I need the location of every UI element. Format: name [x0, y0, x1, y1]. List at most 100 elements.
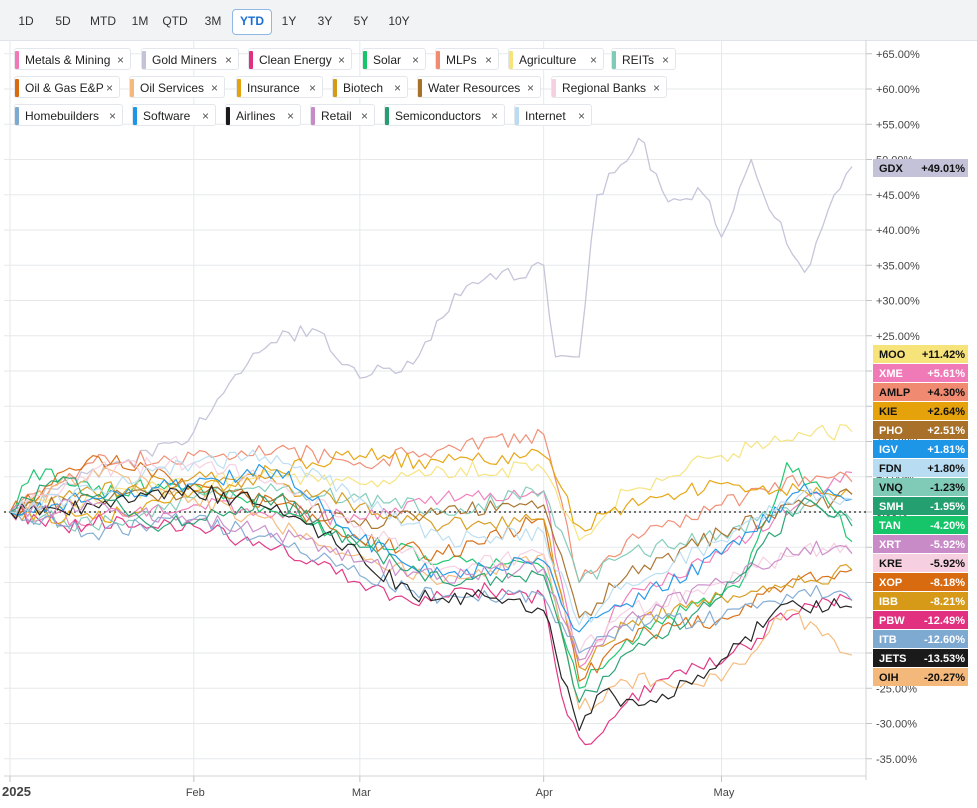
series-line-ibb	[9, 471, 853, 671]
legend-chip-oil-and-gas-eandp[interactable]: Oil & Gas E&P ×	[14, 76, 120, 98]
range-button-3y[interactable]: 3Y	[317, 14, 333, 28]
range-button-3m[interactable]: 3M	[204, 14, 222, 28]
remove-series-icon[interactable]: ×	[393, 81, 401, 95]
series-line-amlp	[9, 428, 853, 584]
value-label-ticker: ITB	[879, 634, 897, 646]
x-tick-label: May	[714, 787, 735, 799]
legend-chip-clean-energy[interactable]: Clean Energy ×	[248, 48, 352, 70]
legend-chip-agriculture[interactable]: Agriculture ×	[508, 48, 604, 70]
range-button-ytd[interactable]: YTD	[232, 9, 272, 35]
legend-chip-regional-banks[interactable]: Regional Banks ×	[551, 76, 667, 98]
legend-chip-solar[interactable]: Solar ×	[362, 48, 426, 70]
remove-series-icon[interactable]: ×	[652, 81, 660, 95]
legend-chip-oil-services[interactable]: Oil Services ×	[129, 76, 225, 98]
legend-label: MLPs	[446, 53, 477, 67]
remove-series-icon[interactable]: ×	[105, 81, 113, 95]
legend-chip-metals-and-mining[interactable]: Metals & Mining ×	[14, 48, 131, 70]
y-tick-label: +30.00%	[876, 296, 920, 308]
value-label-value: +1.80%	[927, 463, 965, 475]
value-label-bg-kie	[873, 402, 968, 420]
legend-label: Agriculture	[519, 53, 577, 67]
legend-label: Homebuilders	[25, 109, 100, 123]
legend-swatch	[612, 51, 616, 69]
legend-chip-insurance[interactable]: Insurance ×	[236, 76, 323, 98]
remove-series-icon[interactable]: ×	[337, 53, 345, 67]
range-button-5y[interactable]: 5Y	[353, 14, 369, 28]
series-line-kre	[9, 455, 853, 654]
range-button-1m[interactable]: 1M	[131, 14, 149, 28]
value-label-value: -8.18%	[930, 577, 965, 589]
remove-series-icon[interactable]: ×	[411, 53, 419, 67]
legend-label: Regional Banks	[562, 81, 647, 95]
range-button-qtd[interactable]: QTD	[162, 14, 188, 28]
remove-series-icon[interactable]: ×	[661, 53, 669, 67]
legend-chip-software[interactable]: Software ×	[132, 104, 216, 126]
series-line-gdx	[9, 137, 853, 513]
legend-swatch	[130, 79, 134, 97]
remove-series-icon[interactable]: ×	[286, 109, 294, 123]
legend-chip-biotech[interactable]: Biotech ×	[332, 76, 408, 98]
range-button-5d[interactable]: 5D	[55, 14, 71, 28]
legend-chip-semiconductors[interactable]: Semiconductors ×	[384, 104, 505, 126]
legend-label: REITs	[622, 53, 655, 67]
remove-series-icon[interactable]: ×	[201, 109, 209, 123]
remove-series-icon[interactable]: ×	[484, 53, 492, 67]
legend-chip-internet[interactable]: Internet ×	[514, 104, 592, 126]
legend-swatch	[226, 107, 230, 125]
series-line-pbw	[9, 507, 853, 746]
legend-label: Retail	[321, 109, 352, 123]
value-label-bg-moo	[873, 345, 968, 363]
value-label-ticker: MOO	[879, 349, 906, 361]
remove-series-icon[interactable]: ×	[490, 109, 498, 123]
remove-series-icon[interactable]: ×	[108, 109, 116, 123]
legend-chip-homebuilders[interactable]: Homebuilders ×	[14, 104, 123, 126]
value-label-bg-igv	[873, 440, 968, 458]
timeframe-toolbar: 1D 5D MTD 1M QTD 3M YTD 1Y 3Y 5Y 10Y	[0, 0, 977, 41]
legend-label: Internet	[525, 109, 566, 123]
remove-series-icon[interactable]: ×	[360, 109, 368, 123]
legend-swatch	[15, 79, 19, 97]
chart-area: +65.00%+60.00%+55.00%50.00%+45.00%+40.00…	[0, 40, 977, 803]
x-tick-label: Apr	[536, 787, 553, 799]
value-label-value: -20.27%	[924, 672, 965, 684]
legend-chip-gold-miners[interactable]: Gold Miners ×	[141, 48, 239, 70]
series-line-smh	[9, 476, 853, 703]
legend-chip-airlines[interactable]: Airlines ×	[225, 104, 301, 126]
value-label-ticker: VNQ	[879, 482, 903, 494]
legend-chip-water-resources[interactable]: Water Resources ×	[417, 76, 541, 98]
value-label-ticker: XOP	[879, 577, 902, 589]
value-label-value: +1.81%	[927, 444, 965, 456]
legend-label: Biotech	[343, 81, 384, 95]
value-label-ticker: AMLP	[879, 387, 910, 399]
value-label-ticker: JETS	[879, 653, 907, 665]
value-label-ticker: FDN	[879, 463, 902, 475]
remove-series-icon[interactable]: ×	[589, 53, 597, 67]
value-label-value: +2.51%	[927, 425, 965, 437]
value-label-bg-kre	[873, 554, 968, 572]
legend-label: Solar	[373, 53, 402, 67]
value-label-ticker: OIH	[879, 672, 899, 684]
legend-chip-retail[interactable]: Retail ×	[310, 104, 375, 126]
value-label-value: +5.61%	[927, 368, 965, 380]
series-line-pho	[9, 484, 853, 619]
value-label-bg-ibb	[873, 592, 968, 610]
remove-series-icon[interactable]: ×	[577, 109, 585, 123]
value-label-bg-xop	[873, 573, 968, 591]
legend-swatch	[363, 51, 367, 69]
legend-chip-reits[interactable]: REITs ×	[611, 48, 676, 70]
value-label-bg-jets	[873, 649, 968, 667]
legend-chip-mlps[interactable]: MLPs ×	[435, 48, 499, 70]
range-button-1y[interactable]: 1Y	[281, 14, 297, 28]
value-label-value: -1.95%	[930, 501, 965, 513]
remove-series-icon[interactable]: ×	[210, 81, 218, 95]
range-button-mtd[interactable]: MTD	[90, 14, 116, 28]
x-tick-label: Feb	[186, 787, 205, 799]
remove-series-icon[interactable]: ×	[116, 53, 124, 67]
remove-series-icon[interactable]: ×	[526, 81, 534, 95]
range-button-10y[interactable]: 10Y	[388, 14, 410, 28]
value-label-bg-amlp	[873, 383, 968, 401]
remove-series-icon[interactable]: ×	[308, 81, 316, 95]
range-button-1d[interactable]: 1D	[18, 14, 34, 28]
value-label-ticker: KRE	[879, 558, 902, 570]
remove-series-icon[interactable]: ×	[224, 53, 232, 67]
